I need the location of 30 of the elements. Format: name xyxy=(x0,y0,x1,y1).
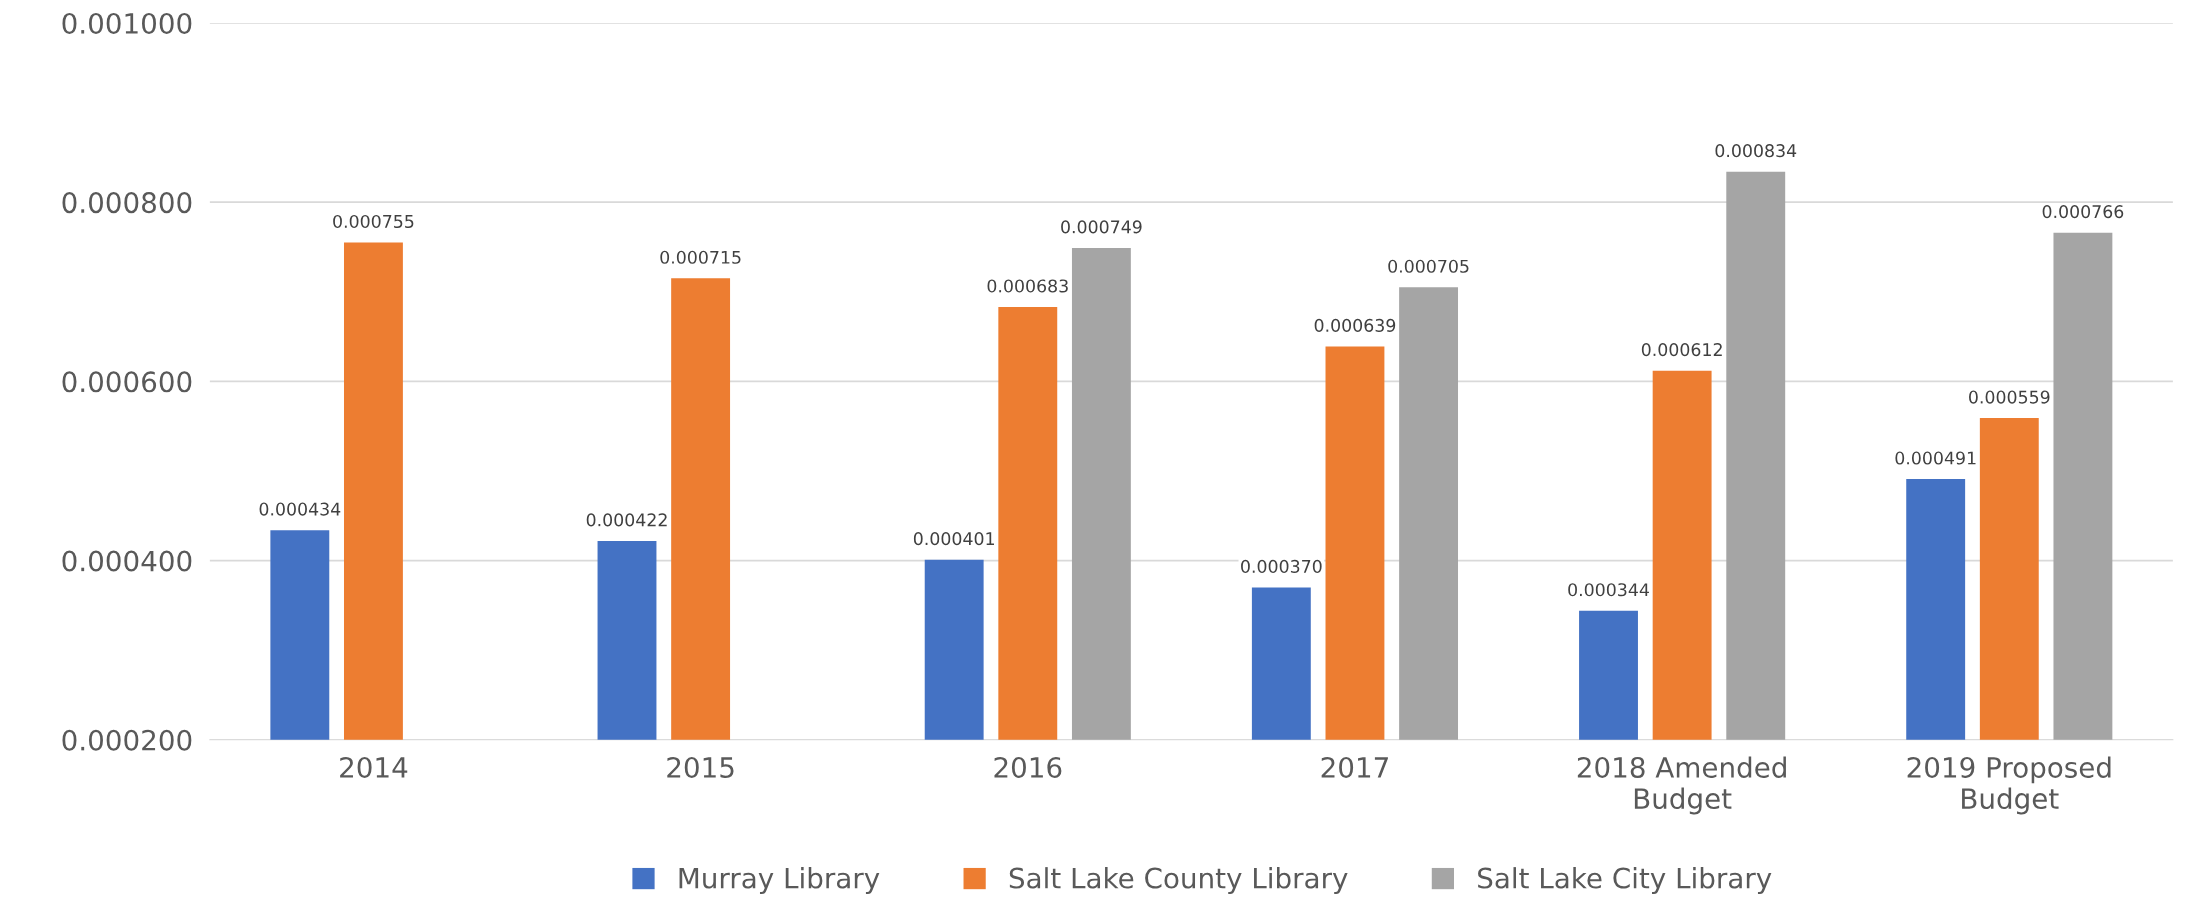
data-label: 0.000344 xyxy=(1568,583,1649,597)
data-label: 0.000559 xyxy=(1969,390,2050,404)
x-tick-label: 2017 xyxy=(1321,756,1388,778)
y-tick-label: 0.000600 xyxy=(62,371,192,393)
data-label: 0.000766 xyxy=(2042,205,2124,219)
data-label: 0.000715 xyxy=(660,250,741,264)
y-tick-label: 0.001000 xyxy=(62,12,192,34)
data-label: 0.000612 xyxy=(1641,343,1722,357)
data-label: 0.000639 xyxy=(1314,318,1396,332)
data-label: 0.000422 xyxy=(586,513,667,527)
y-tick-label: 0.000400 xyxy=(62,550,192,572)
data-label: 0.000755 xyxy=(333,214,414,229)
x-tick-label: 2019 Proposed Budget xyxy=(1907,756,2111,815)
data-label: 0.000370 xyxy=(1241,559,1322,573)
data-label: 0.000401 xyxy=(913,532,994,546)
data-label: 0.000749 xyxy=(1061,220,1142,234)
data-label: 0.000434 xyxy=(259,502,341,516)
legend-label: Salt Lake City Library xyxy=(1478,867,1772,894)
x-tick-label: 2015 xyxy=(667,756,734,778)
x-tick-label: 2018 Amended Budget xyxy=(1577,756,1786,815)
legend-label: Salt Lake County Library xyxy=(1009,867,1348,894)
data-label: 0.000834 xyxy=(1715,144,1797,158)
y-tick-label: 0.000800 xyxy=(62,192,192,214)
data-label: 0.000491 xyxy=(1895,451,1976,465)
legend-label: Murray Library xyxy=(679,867,880,894)
data-label: 0.000683 xyxy=(987,279,1068,293)
y-tick-label: 0.000200 xyxy=(62,729,192,751)
x-tick-label: 2016 xyxy=(994,756,1062,778)
x-tick-label: 2014 xyxy=(340,756,408,778)
data-label: 0.000705 xyxy=(1388,259,1469,273)
